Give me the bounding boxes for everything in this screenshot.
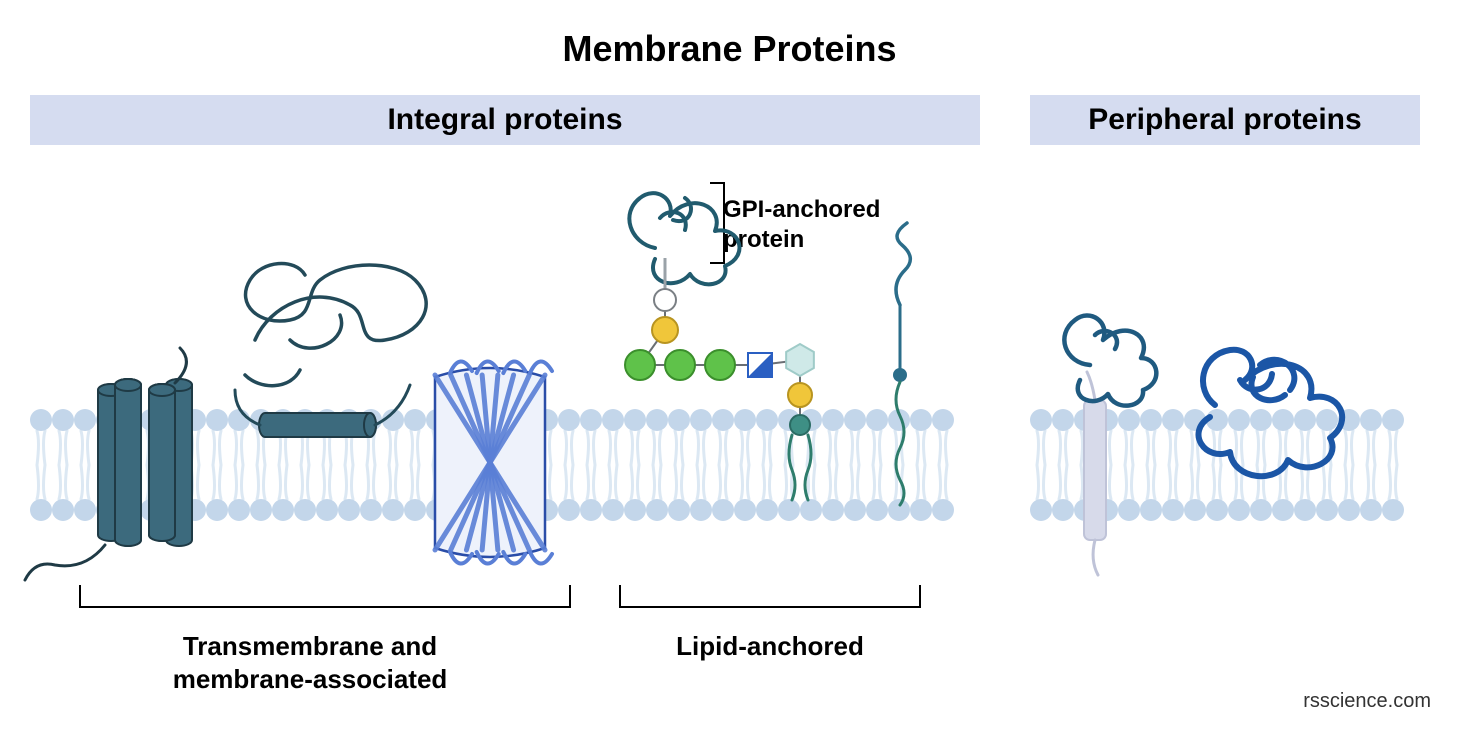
beta-barrel-protein — [435, 361, 552, 563]
diagram-svg — [0, 0, 1459, 741]
helix-bundle-protein — [25, 348, 192, 580]
peripheral-protein-1 — [1064, 316, 1156, 406]
